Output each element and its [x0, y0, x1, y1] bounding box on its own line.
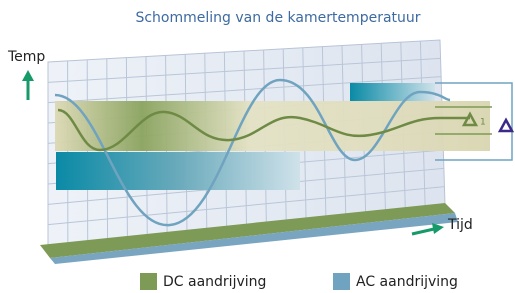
legend-label: DC aandrijving [163, 274, 266, 290]
y-label: Temp [7, 49, 45, 65]
ac-delta [500, 120, 512, 131]
x-label: Tijd [447, 217, 473, 233]
diagram: Schommeling van de kamertemperatuur 1 Te… [0, 0, 515, 293]
delta-label: 1 [480, 118, 486, 128]
dc-band [55, 101, 490, 151]
y-arrow [22, 70, 34, 100]
title: Schommeling van de kamertemperatuur [135, 10, 420, 26]
legend-swatch [333, 273, 350, 290]
legend-label: AC aandrijving [356, 274, 458, 290]
legend-swatch [140, 273, 157, 290]
ac-band-bottom [56, 152, 300, 190]
